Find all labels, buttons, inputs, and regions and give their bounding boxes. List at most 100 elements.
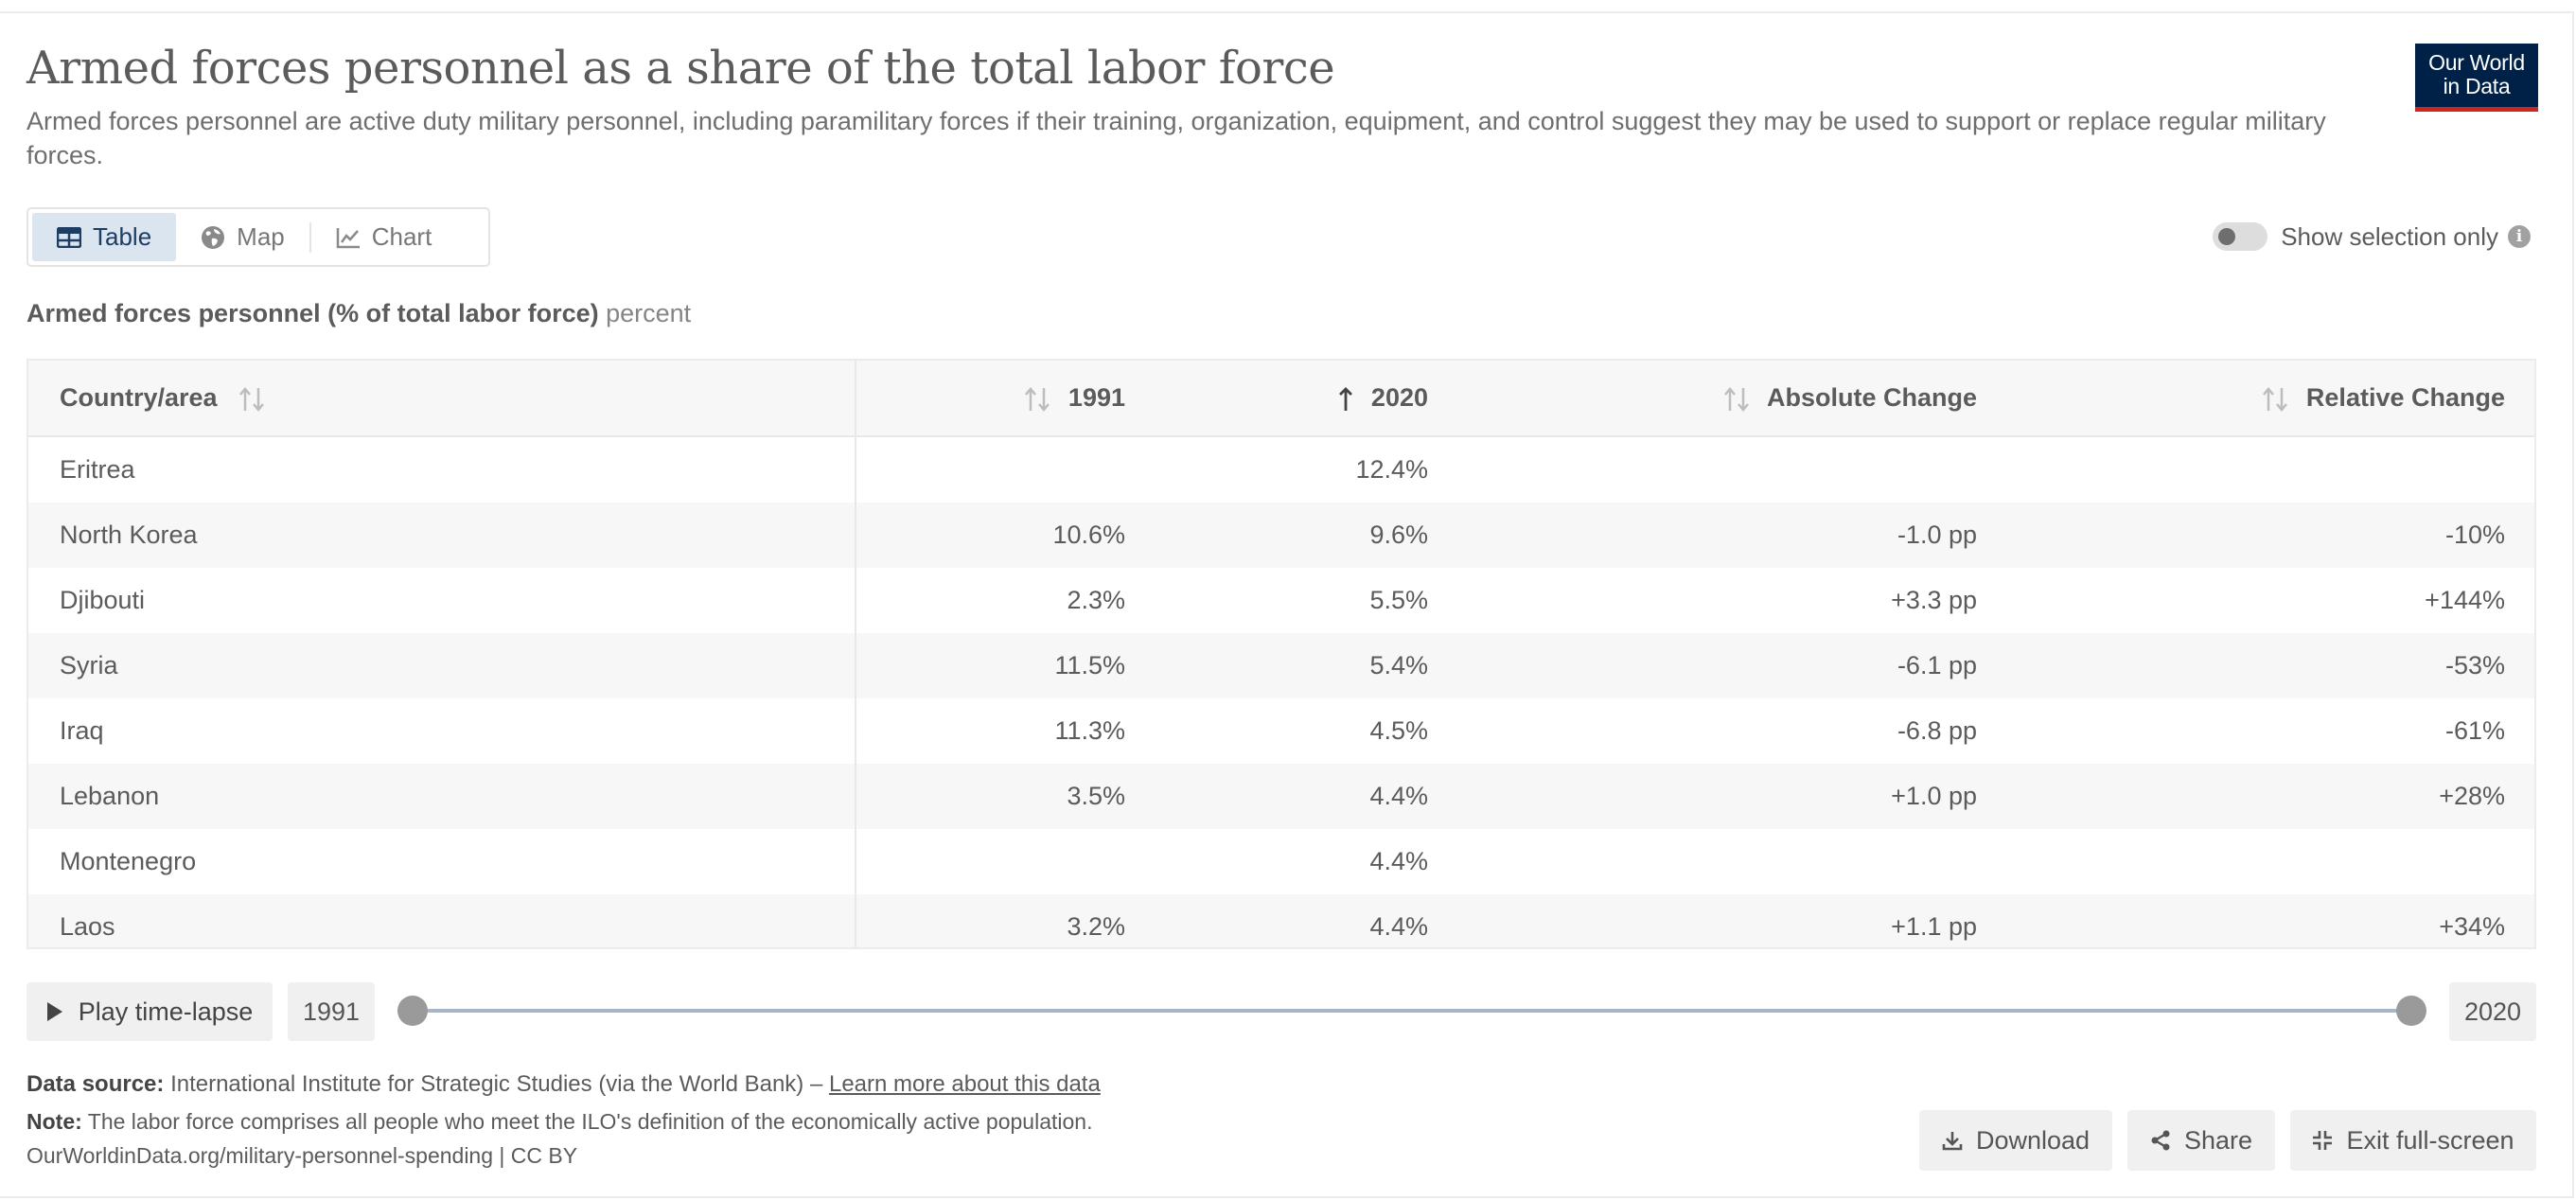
note-line: Note: The labor force comprises all peop…	[26, 1109, 1092, 1135]
table-icon	[57, 226, 81, 248]
tab-map-label: Map	[237, 222, 285, 251]
cell-absolute-change: -6.1 pp	[1459, 633, 2008, 698]
column-header-1991[interactable]: 1991	[856, 361, 1156, 437]
tab-chart-label: Chart	[371, 222, 432, 251]
cell-country: Lebanon	[28, 764, 856, 829]
cell-relative-change: -10%	[2008, 503, 2534, 568]
table-row[interactable]: Eritrea 12.4%	[28, 436, 2534, 503]
toggle-switch[interactable]	[2213, 222, 2268, 251]
download-button[interactable]: Download	[1919, 1110, 2112, 1171]
column-header-2020-label: 2020	[1370, 383, 1428, 412]
cell-country: Laos	[28, 894, 856, 947]
cell-1991: 3.5%	[856, 764, 1156, 829]
cell-absolute-change	[1459, 829, 2008, 894]
column-header-absolute-change-label: Absolute Change	[1766, 383, 1977, 412]
end-year-box[interactable]: 2020	[2449, 982, 2536, 1041]
sort-both-icon	[239, 386, 265, 412]
sort-both-icon	[1724, 386, 1750, 412]
table-caption-title: Armed forces personnel (% of total labor…	[26, 299, 599, 327]
table-row[interactable]: Lebanon 3.5% 4.4% +1.0 pp +28%	[28, 764, 2534, 829]
logo-line-1: Our World	[2428, 50, 2525, 75]
selection-toggle[interactable]: Show selection only i	[2213, 218, 2531, 256]
cell-1991: 3.2%	[856, 894, 1156, 947]
play-icon	[46, 1002, 62, 1021]
cell-2020: 4.4%	[1156, 894, 1459, 947]
tab-chart[interactable]: Chart	[311, 213, 457, 261]
share-button[interactable]: Share	[2127, 1110, 2275, 1171]
table-row[interactable]: North Korea 10.6% 9.6% -1.0 pp -10%	[28, 503, 2534, 568]
timeline-end-handle[interactable]	[2396, 996, 2426, 1026]
column-header-2020[interactable]: 2020	[1156, 361, 1459, 437]
column-header-country-label: Country/area	[60, 383, 218, 412]
cell-absolute-change	[1459, 436, 2008, 503]
toggle-label: Show selection only	[2281, 221, 2498, 251]
timeline-start-handle[interactable]	[397, 996, 428, 1026]
cell-relative-change: -61%	[2008, 698, 2534, 764]
page-title: Armed forces personnel as a share of the…	[26, 42, 1335, 95]
cell-2020: 12.4%	[1156, 436, 1459, 503]
cell-relative-change	[2008, 436, 2534, 503]
start-year-box[interactable]: 1991	[288, 982, 375, 1041]
cell-absolute-change: +3.3 pp	[1459, 568, 2008, 633]
tab-divider	[309, 221, 311, 253]
timeline-slider-track[interactable]	[413, 1009, 2411, 1013]
cell-2020: 4.4%	[1156, 829, 1459, 894]
data-source-label: Data source:	[26, 1071, 165, 1097]
cell-relative-change	[2008, 829, 2534, 894]
table-row[interactable]: Iraq 11.3% 4.5% -6.8 pp -61%	[28, 698, 2534, 764]
line-chart-icon	[336, 227, 360, 248]
sort-ascending-icon	[1339, 386, 1353, 411]
logo-line-2: in Data	[2443, 74, 2511, 98]
column-header-1991-label: 1991	[1067, 383, 1125, 412]
cell-relative-change: -53%	[2008, 633, 2534, 698]
play-timelapse-label: Play time-lapse	[78, 997, 254, 1026]
owid-logo[interactable]: Our World in Data	[2415, 44, 2538, 112]
column-header-absolute-change[interactable]: Absolute Change	[1459, 361, 2008, 437]
source-url[interactable]: OurWorldinData.org/military-personnel-sp…	[26, 1143, 578, 1168]
download-label: Download	[1975, 1125, 2091, 1155]
cell-1991	[856, 436, 1156, 503]
column-header-country[interactable]: Country/area	[28, 361, 856, 437]
tab-map[interactable]: Map	[176, 213, 309, 261]
play-timelapse-button[interactable]: Play time-lapse	[26, 982, 273, 1041]
tab-table-label: Table	[93, 222, 152, 251]
view-tabs: Table Map Chart	[26, 207, 490, 267]
table-row[interactable]: Montenegro 4.4%	[28, 829, 2534, 894]
data-source-text: International Institute for Strategic St…	[170, 1071, 829, 1097]
toggle-knob	[2218, 228, 2236, 245]
cell-country: North Korea	[28, 503, 856, 568]
share-icon	[2151, 1130, 2170, 1151]
cell-1991	[856, 829, 1156, 894]
table-caption: Armed forces personnel (% of total labor…	[26, 299, 691, 328]
cell-absolute-change: -6.8 pp	[1459, 698, 2008, 764]
cell-country: Syria	[28, 633, 856, 698]
table-row[interactable]: Djibouti 2.3% 5.5% +3.3 pp +144%	[28, 568, 2534, 633]
chart-frame	[0, 11, 2574, 1198]
info-icon[interactable]: i	[2508, 225, 2531, 248]
note-label: Note:	[26, 1109, 82, 1134]
cell-country: Montenegro	[28, 829, 856, 894]
cell-1991: 11.3%	[856, 698, 1156, 764]
cell-2020: 5.5%	[1156, 568, 1459, 633]
tab-table[interactable]: Table	[32, 213, 177, 261]
data-source-line: Data source: International Institute for…	[26, 1071, 1101, 1098]
learn-more-link[interactable]: Learn more about this data	[828, 1071, 1101, 1097]
page-subtitle: Armed forces personnel are active duty m…	[26, 107, 2326, 169]
cell-2020: 9.6%	[1156, 503, 1459, 568]
cell-relative-change: +34%	[2008, 894, 2534, 947]
cell-absolute-change: +1.0 pp	[1459, 764, 2008, 829]
exit-fullscreen-label: Exit full-screen	[2346, 1125, 2514, 1155]
exit-fullscreen-icon	[2313, 1131, 2333, 1150]
cell-2020: 4.4%	[1156, 764, 1459, 829]
column-header-relative-change-label: Relative Change	[2305, 383, 2505, 412]
data-table: Country/area 1991 2020 Absolute Change	[26, 359, 2536, 949]
column-header-relative-change[interactable]: Relative Change	[2008, 361, 2534, 437]
sort-both-icon	[2263, 386, 2288, 412]
cell-relative-change: +144%	[2008, 568, 2534, 633]
sort-both-icon	[1025, 386, 1050, 412]
table-row[interactable]: Syria 11.5% 5.4% -6.1 pp -53%	[28, 633, 2534, 698]
table-row[interactable]: Laos 3.2% 4.4% +1.1 pp +34%	[28, 894, 2534, 947]
table-caption-unit: percent	[606, 299, 692, 327]
download-icon	[1942, 1132, 1963, 1151]
exit-fullscreen-button[interactable]: Exit full-screen	[2290, 1110, 2536, 1171]
